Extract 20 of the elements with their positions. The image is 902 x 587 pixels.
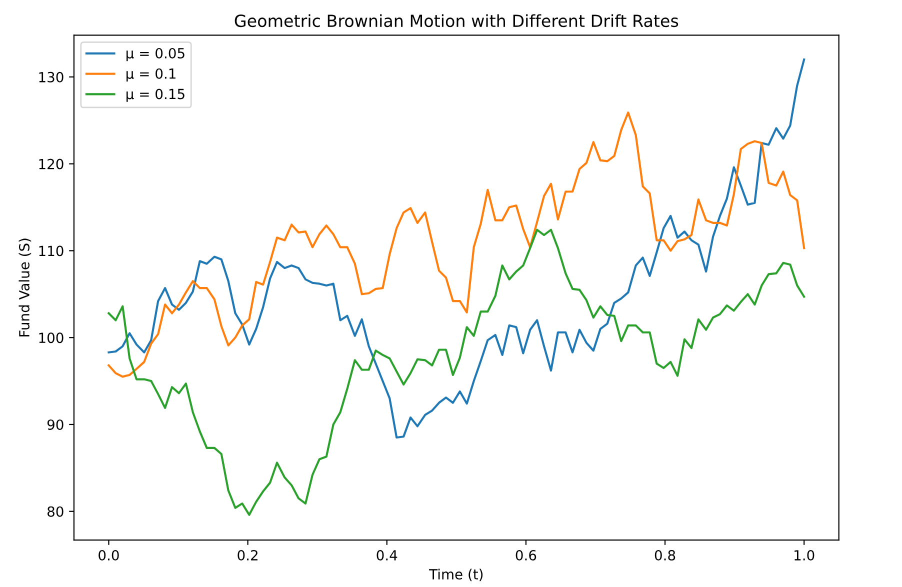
x-tick-label: 0.0: [98, 550, 119, 561]
legend-label: μ = 0.05: [126, 48, 184, 62]
x-tick-label: 0.2: [238, 550, 258, 561]
legend-label: μ = 0.15: [126, 88, 184, 102]
legend-label: μ = 0.1: [126, 68, 176, 82]
y-tick-label: 120: [39, 158, 64, 170]
chart-title: Geometric Brownian Motion with Different Drift Rates: [234, 14, 678, 28]
y-tick-label: 90: [47, 419, 64, 430]
y-tick-label: 110: [39, 246, 64, 256]
x-tick-label: 0.8: [654, 550, 676, 561]
x-tick-label: 0.6: [516, 550, 536, 561]
y-tick-label: 130: [39, 72, 64, 82]
y-axis-title: Fund Value (S): [18, 238, 32, 336]
line-series: [108, 112, 806, 378]
y-tick-label: 80: [48, 506, 64, 517]
line-series: [108, 228, 806, 516]
x-tick-label: 1.0: [794, 550, 814, 561]
x-axis-title: Time (t): [429, 568, 483, 582]
x-tick-label: 0.4: [376, 550, 398, 561]
y-tick-label: 100: [39, 332, 64, 344]
